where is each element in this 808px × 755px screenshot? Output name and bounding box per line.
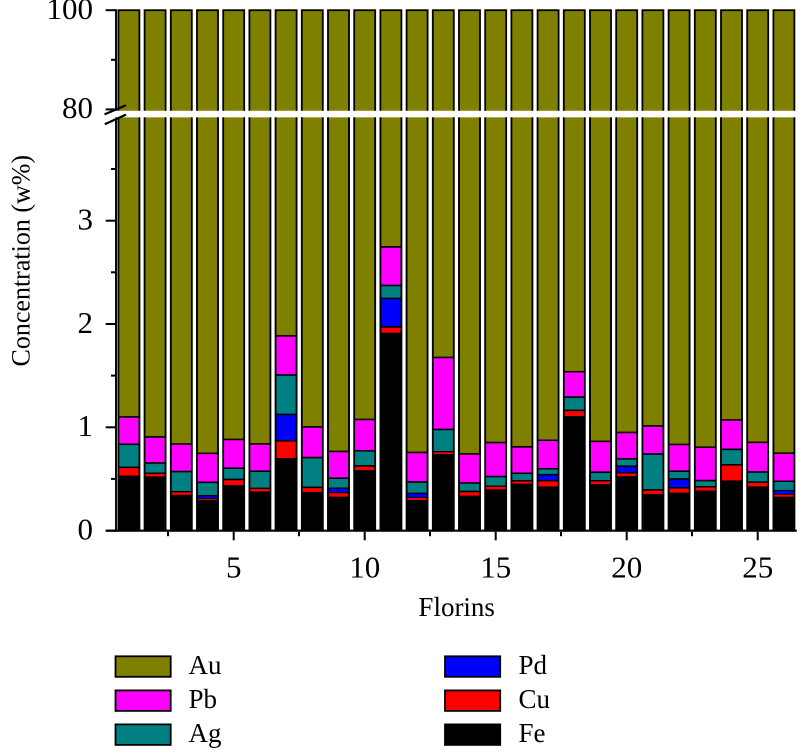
svg-text:80: 80	[62, 90, 93, 125]
svg-text:Concentration (w%): Concentration (w%)	[7, 155, 36, 367]
svg-text:15: 15	[480, 549, 511, 584]
svg-text:3: 3	[78, 202, 94, 237]
svg-text:Au: Au	[189, 650, 222, 680]
svg-text:Florins: Florins	[418, 592, 495, 622]
svg-text:2: 2	[78, 305, 94, 340]
svg-text:100: 100	[47, 0, 94, 26]
svg-text:10: 10	[349, 549, 380, 584]
svg-text:1: 1	[78, 408, 94, 443]
svg-text:0: 0	[78, 512, 94, 547]
svg-text:Cu: Cu	[519, 684, 551, 714]
svg-text:Pd: Pd	[519, 650, 548, 680]
svg-text:Ag: Ag	[189, 718, 222, 748]
svg-text:25: 25	[742, 549, 773, 584]
svg-text:5: 5	[226, 549, 242, 584]
svg-text:20: 20	[611, 549, 642, 584]
svg-text:Pb: Pb	[189, 684, 218, 714]
svg-text:Fe: Fe	[519, 718, 546, 748]
